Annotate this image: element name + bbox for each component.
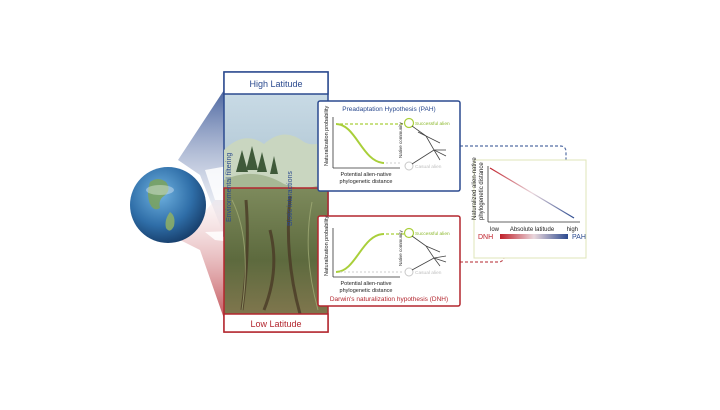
summary-frame xyxy=(473,159,587,259)
dnh-y-label: Naturalization probability xyxy=(324,216,330,276)
low-latitude-band xyxy=(180,185,228,330)
summary-y-label-1: Naturalized alien-native xyxy=(472,157,478,220)
dnh-title: Darwin's naturalization hypothesis (DNH) xyxy=(330,296,448,303)
latitude-gradient-bar xyxy=(500,234,568,239)
jungle-vines xyxy=(231,199,319,311)
globe-landmass xyxy=(148,179,169,210)
low-latitude-panel: Low Latitude xyxy=(223,187,329,333)
pah-connector xyxy=(460,145,567,218)
dnh-x-label-2: phylogenetic distance xyxy=(340,288,393,294)
low-latitude-frame xyxy=(223,187,329,333)
conifer-trees xyxy=(236,146,278,174)
globe-sphere xyxy=(130,167,206,243)
summary-panel: Naturalized alien-native phylogenetic di… xyxy=(472,157,587,259)
summary-trend-line xyxy=(489,167,575,219)
summary-pah-tag: PAH xyxy=(572,234,586,241)
pah-phylogeny-tree xyxy=(411,125,447,165)
pah-x-label-1: Potential alien-native xyxy=(340,172,391,178)
dnh-casual-alien-node xyxy=(404,267,414,277)
pah-title: Preadaptation Hypothesis (PAH) xyxy=(342,106,435,113)
pah-successful-alien-node xyxy=(403,117,415,129)
pah-x-label-2: phylogenetic distance xyxy=(340,179,393,185)
pah-decreasing-curve xyxy=(335,123,385,164)
summary-x-label: Absolute latitude xyxy=(510,227,555,233)
high-latitude-title-box xyxy=(223,71,329,95)
dnh-increasing-curve xyxy=(335,233,385,273)
dnh-panel: Naturalization probability Potential ali… xyxy=(317,215,461,307)
low-latitude-title: Low Latitude xyxy=(250,319,301,329)
pah-native-community: Native community xyxy=(398,121,403,158)
dnh-native-community: Native community xyxy=(398,229,403,266)
environmental-filtering-label: Environmental filtering xyxy=(226,153,233,222)
pah-y-label: Naturalization probability xyxy=(324,106,330,166)
globe-landmass-south xyxy=(165,212,175,231)
biotic-interactions-label: Biotic interactions xyxy=(287,171,294,226)
dnh-successful-label: Successful alien xyxy=(415,231,450,237)
dnh-casual-label: Casual alien xyxy=(415,270,442,276)
globe-clouds xyxy=(146,185,174,195)
pah-casual-label: Casual alien xyxy=(415,164,442,170)
dnh-frame xyxy=(317,215,461,307)
pah-panel: Preadaptation Hypothesis (PAH) Naturaliz… xyxy=(317,100,461,192)
low-latitude-title-box xyxy=(223,313,329,333)
globe xyxy=(130,167,206,243)
summary-high-label: high xyxy=(567,227,578,233)
summary-low-label: low xyxy=(490,227,500,233)
pah-successful-label: Successful alien xyxy=(415,121,450,127)
summary-dnh-tag: DNH xyxy=(478,234,493,241)
dnh-x-label-1: Potential alien-native xyxy=(340,281,391,287)
pah-casual-alien-node xyxy=(404,161,414,171)
high-latitude-title: High Latitude xyxy=(249,79,302,89)
dnh-phylogeny-tree xyxy=(411,235,447,271)
summary-y-label-2: phylogenetic distance xyxy=(479,162,485,220)
dnh-successful-alien-node xyxy=(403,227,415,239)
